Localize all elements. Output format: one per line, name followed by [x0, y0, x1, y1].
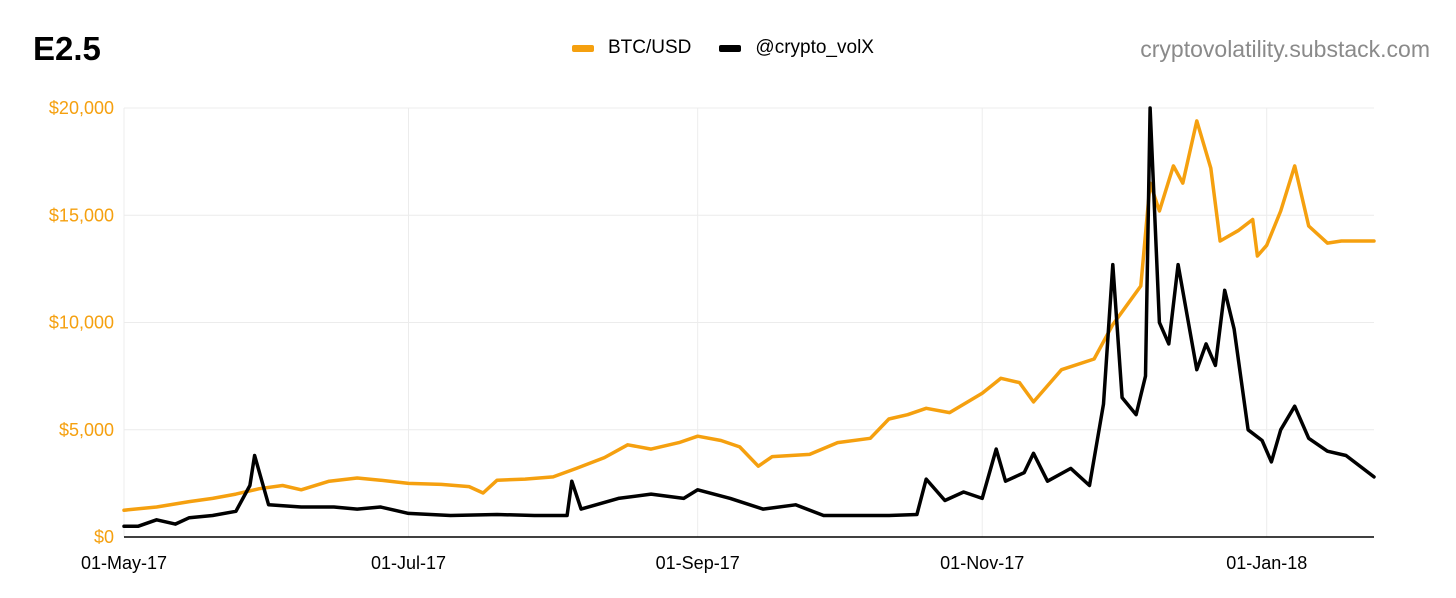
y-tick-label: $10,000 [49, 313, 114, 333]
x-tick-label: 01-May-17 [81, 553, 167, 573]
y-tick-label: $5,000 [59, 420, 114, 440]
y-tick-label: $0 [94, 527, 114, 547]
x-tick-label: 01-Jul-17 [371, 553, 446, 573]
legend-swatch-btc [572, 44, 594, 52]
x-tick-label: 01-Nov-17 [940, 553, 1024, 573]
source-text: cryptovolatility.substack.com [1140, 36, 1430, 62]
y-tick-label: $15,000 [49, 205, 114, 225]
x-tick-label: 01-Sep-17 [656, 553, 740, 573]
y-tick-label: $20,000 [49, 98, 114, 118]
legend-item-btc: BTC/USD [572, 37, 691, 59]
x-tick-label: 01-Jan-18 [1226, 553, 1307, 573]
crypto-volx-line [122, 106, 1376, 529]
legend-swatch-vol [719, 44, 742, 52]
legend-label-vol: @crypto_volX [755, 37, 874, 58]
btc-usd-line [122, 119, 1376, 512]
legend-label-btc: BTC/USD [608, 37, 692, 58]
chart-label: E2.5 [33, 30, 101, 67]
legend-item-vol: @crypto_volX [719, 37, 874, 59]
legend: BTC/USD @crypto_volX [572, 37, 902, 59]
